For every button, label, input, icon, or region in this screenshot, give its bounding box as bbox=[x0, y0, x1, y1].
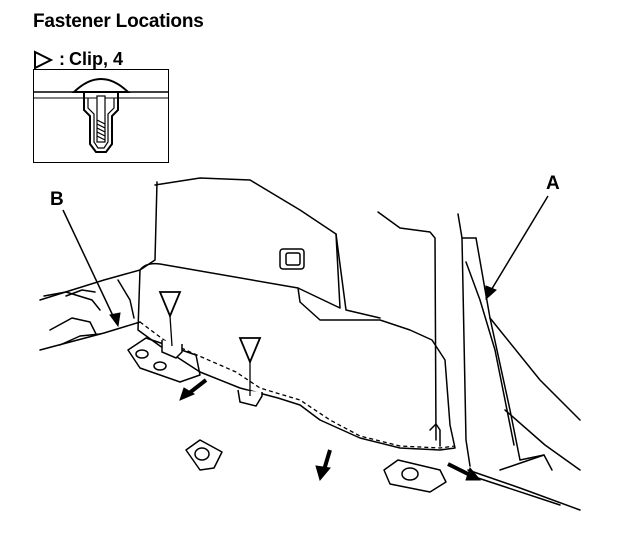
legend-text: Clip, 4 bbox=[69, 49, 124, 69]
clip-tab-1 bbox=[161, 340, 183, 359]
diagram-title: Fastener Locations bbox=[33, 11, 204, 32]
clip-seam-dashed bbox=[139, 321, 456, 449]
left-floor-edge bbox=[39, 321, 141, 351]
removal-arrow-3 bbox=[447, 462, 469, 476]
floor-pad-right bbox=[383, 459, 447, 493]
legend: : Clip, 4 bbox=[33, 49, 123, 70]
leader-b bbox=[62, 209, 115, 319]
callout-a: A bbox=[546, 173, 560, 194]
panel-square-feature bbox=[279, 248, 305, 270]
floor-pad-left bbox=[127, 337, 201, 383]
clip-marker-1 bbox=[158, 291, 182, 319]
clip-detail-inset bbox=[33, 69, 169, 163]
floor-pad-center bbox=[185, 439, 223, 471]
clip-tab-2 bbox=[237, 389, 263, 407]
open-triangle-right-icon bbox=[34, 49, 53, 70]
callout-b: B bbox=[50, 189, 64, 210]
clip-marker-2 bbox=[238, 337, 262, 365]
clip-cross-section-illustration bbox=[34, 78, 168, 153]
leader-a bbox=[489, 195, 549, 293]
trim-panel-outline bbox=[137, 262, 456, 451]
legend-separator: : bbox=[59, 49, 65, 69]
removal-arrow-2 bbox=[322, 449, 332, 471]
